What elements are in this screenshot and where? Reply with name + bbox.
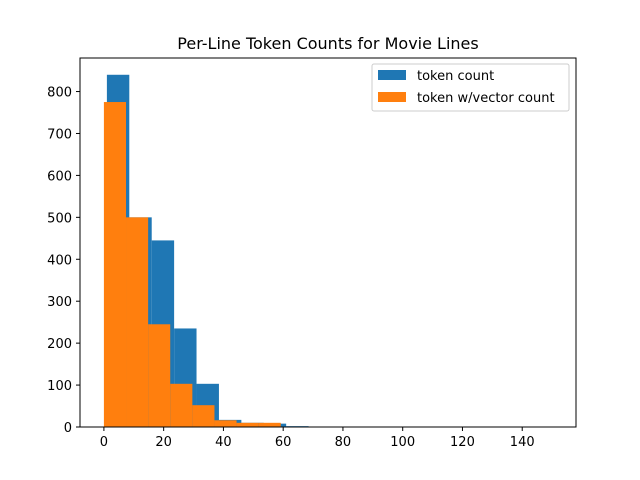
x-tick-label: 80 bbox=[335, 435, 352, 450]
x-tick-label: 0 bbox=[100, 435, 108, 450]
y-tick-label: 300 bbox=[47, 295, 72, 310]
x-tick-label: 40 bbox=[215, 435, 232, 450]
legend: token count token w/vector count bbox=[371, 63, 570, 112]
y-tick-label: 500 bbox=[47, 211, 72, 226]
legend-label-token-vector-count: token w/vector count bbox=[417, 91, 555, 106]
legend-swatch-token-vector-count bbox=[378, 92, 406, 102]
x-tick-label: 60 bbox=[275, 435, 292, 450]
x-tick-label: 140 bbox=[510, 435, 535, 450]
bar-series1-bin2 bbox=[148, 324, 171, 427]
y-tick-label: 200 bbox=[47, 337, 72, 352]
plot-frame bbox=[79, 57, 577, 428]
bar-series1-bin4 bbox=[192, 405, 215, 427]
y-axis: 0 100 200 300 400 500 600 700 800 bbox=[47, 86, 80, 436]
legend-swatch-token-count bbox=[378, 70, 406, 80]
x-axis: 0 20 40 60 80 100 120 140 bbox=[100, 427, 535, 450]
bar-series1-bin0 bbox=[103, 102, 127, 427]
y-tick-label: 600 bbox=[47, 169, 72, 184]
x-tick-label: 120 bbox=[450, 435, 475, 450]
y-tick-label: 100 bbox=[47, 379, 72, 394]
bar-series1-bin1 bbox=[126, 217, 149, 427]
y-tick-label: 400 bbox=[47, 253, 72, 268]
bar-series1-bin3 bbox=[170, 383, 193, 427]
x-tick-label: 20 bbox=[155, 435, 172, 450]
y-tick-label: 800 bbox=[47, 86, 72, 101]
chart-title: Per-Line Token Counts for Movie Lines bbox=[177, 34, 478, 53]
bar-series1-bin6 bbox=[236, 422, 259, 427]
legend-box bbox=[371, 63, 570, 112]
y-tick-label: 700 bbox=[47, 127, 72, 142]
legend-label-token-count: token count bbox=[417, 69, 494, 84]
y-tick-label: 0 bbox=[64, 421, 72, 436]
bar-series1-bin5 bbox=[214, 420, 237, 427]
x-tick-label: 100 bbox=[390, 435, 415, 450]
bars-layer bbox=[103, 74, 556, 428]
bar-series1-bin7 bbox=[258, 422, 281, 427]
